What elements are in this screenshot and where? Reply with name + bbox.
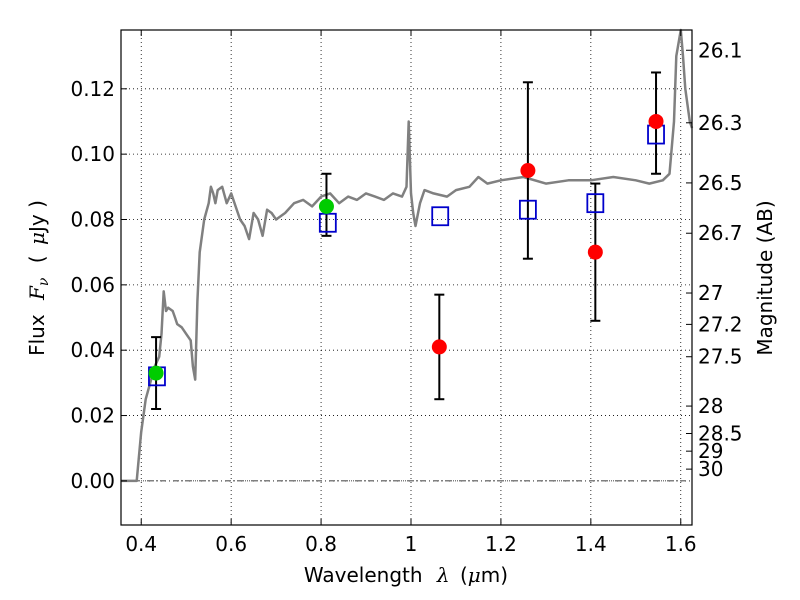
model-point-box — [586, 193, 605, 214]
red-observed-point — [587, 244, 603, 260]
y-tick-label: 0.00 — [70, 469, 115, 493]
model-point-box — [518, 199, 537, 220]
magnitude-tick-label: 28 — [698, 394, 723, 418]
x-axis-unit-rest: m) — [481, 563, 508, 587]
y-tick-label: 0.06 — [70, 273, 115, 297]
x-tick-label: 0.6 — [215, 532, 247, 556]
red-observed-point — [431, 339, 447, 355]
green-observed-point — [318, 198, 334, 214]
x-axis-title: Wavelength λ (μm) — [304, 563, 508, 587]
y-axis-unit-mu: μ — [25, 232, 49, 245]
y-tick-label: 0.10 — [70, 142, 115, 166]
x-tick-label: 0.8 — [305, 532, 337, 556]
y-tick-label: 0.12 — [70, 77, 115, 101]
magnitude-tick-label: 27 — [698, 281, 723, 305]
x-tick-labels: 0.4 0.6 0.8 1 1.2 1.4 1.6 — [125, 532, 696, 556]
y-tick-labels: 0.00 0.02 0.04 0.06 0.08 0.10 0.12 — [70, 77, 115, 493]
red-observed-point — [648, 113, 664, 129]
x-axis-symbol: λ — [436, 563, 450, 587]
magnitude-tick-label: 30 — [698, 457, 723, 481]
y-axis-unit-open: ( — [25, 255, 49, 263]
magnitude-tick-label: 26.3 — [698, 111, 743, 135]
y-axis-symbol: F — [25, 285, 49, 301]
axis-ticks — [121, 30, 692, 525]
magnitude-axis-title: Magnitude (AB) — [753, 200, 777, 355]
plot-background — [121, 30, 692, 525]
observed-points — [148, 113, 664, 381]
magnitude-tick-label: 27.2 — [698, 312, 743, 336]
x-tick-label: 0.4 — [125, 532, 157, 556]
y-tick-label: 0.04 — [70, 338, 115, 362]
x-tick-label: 1.2 — [485, 532, 517, 556]
y-axis-title: Flux Fν ( μJy ) — [25, 200, 53, 356]
magnitude-tick-label: 26.7 — [698, 221, 743, 245]
x-axis-unit-mu: μ — [468, 563, 481, 587]
x-tick-label: 1 — [405, 532, 418, 556]
magnitude-tick-label: 28.5 — [698, 422, 743, 446]
sed-spectrum — [121, 28, 694, 483]
red-observed-point — [520, 162, 536, 178]
magnitude-tick-label: 27.5 — [698, 345, 743, 369]
green-observed-point — [148, 365, 164, 381]
x-tick-label: 1.6 — [665, 532, 697, 556]
x-axis-unit-open: ( — [460, 563, 468, 587]
plot-frame — [120, 29, 693, 526]
magnitude-tick-label: 26.5 — [698, 171, 743, 195]
y-axis-unit-rest: Jy ) — [25, 200, 49, 234]
y-axis-subscript: ν — [36, 277, 52, 286]
x-tick-label: 1.4 — [575, 532, 607, 556]
magnitude-tick-label: 29 — [698, 439, 723, 463]
y-tick-label: 0.08 — [70, 208, 115, 232]
model-point-box — [431, 206, 450, 227]
model-points — [148, 124, 665, 387]
y-tick-label: 0.02 — [70, 404, 115, 428]
y-axis-title-prefix: Flux — [25, 314, 49, 356]
x-axis-title-prefix: Wavelength — [304, 563, 423, 587]
spectrum-line — [121, 28, 694, 483]
magnitude-tick-label: 26.1 — [698, 38, 743, 62]
